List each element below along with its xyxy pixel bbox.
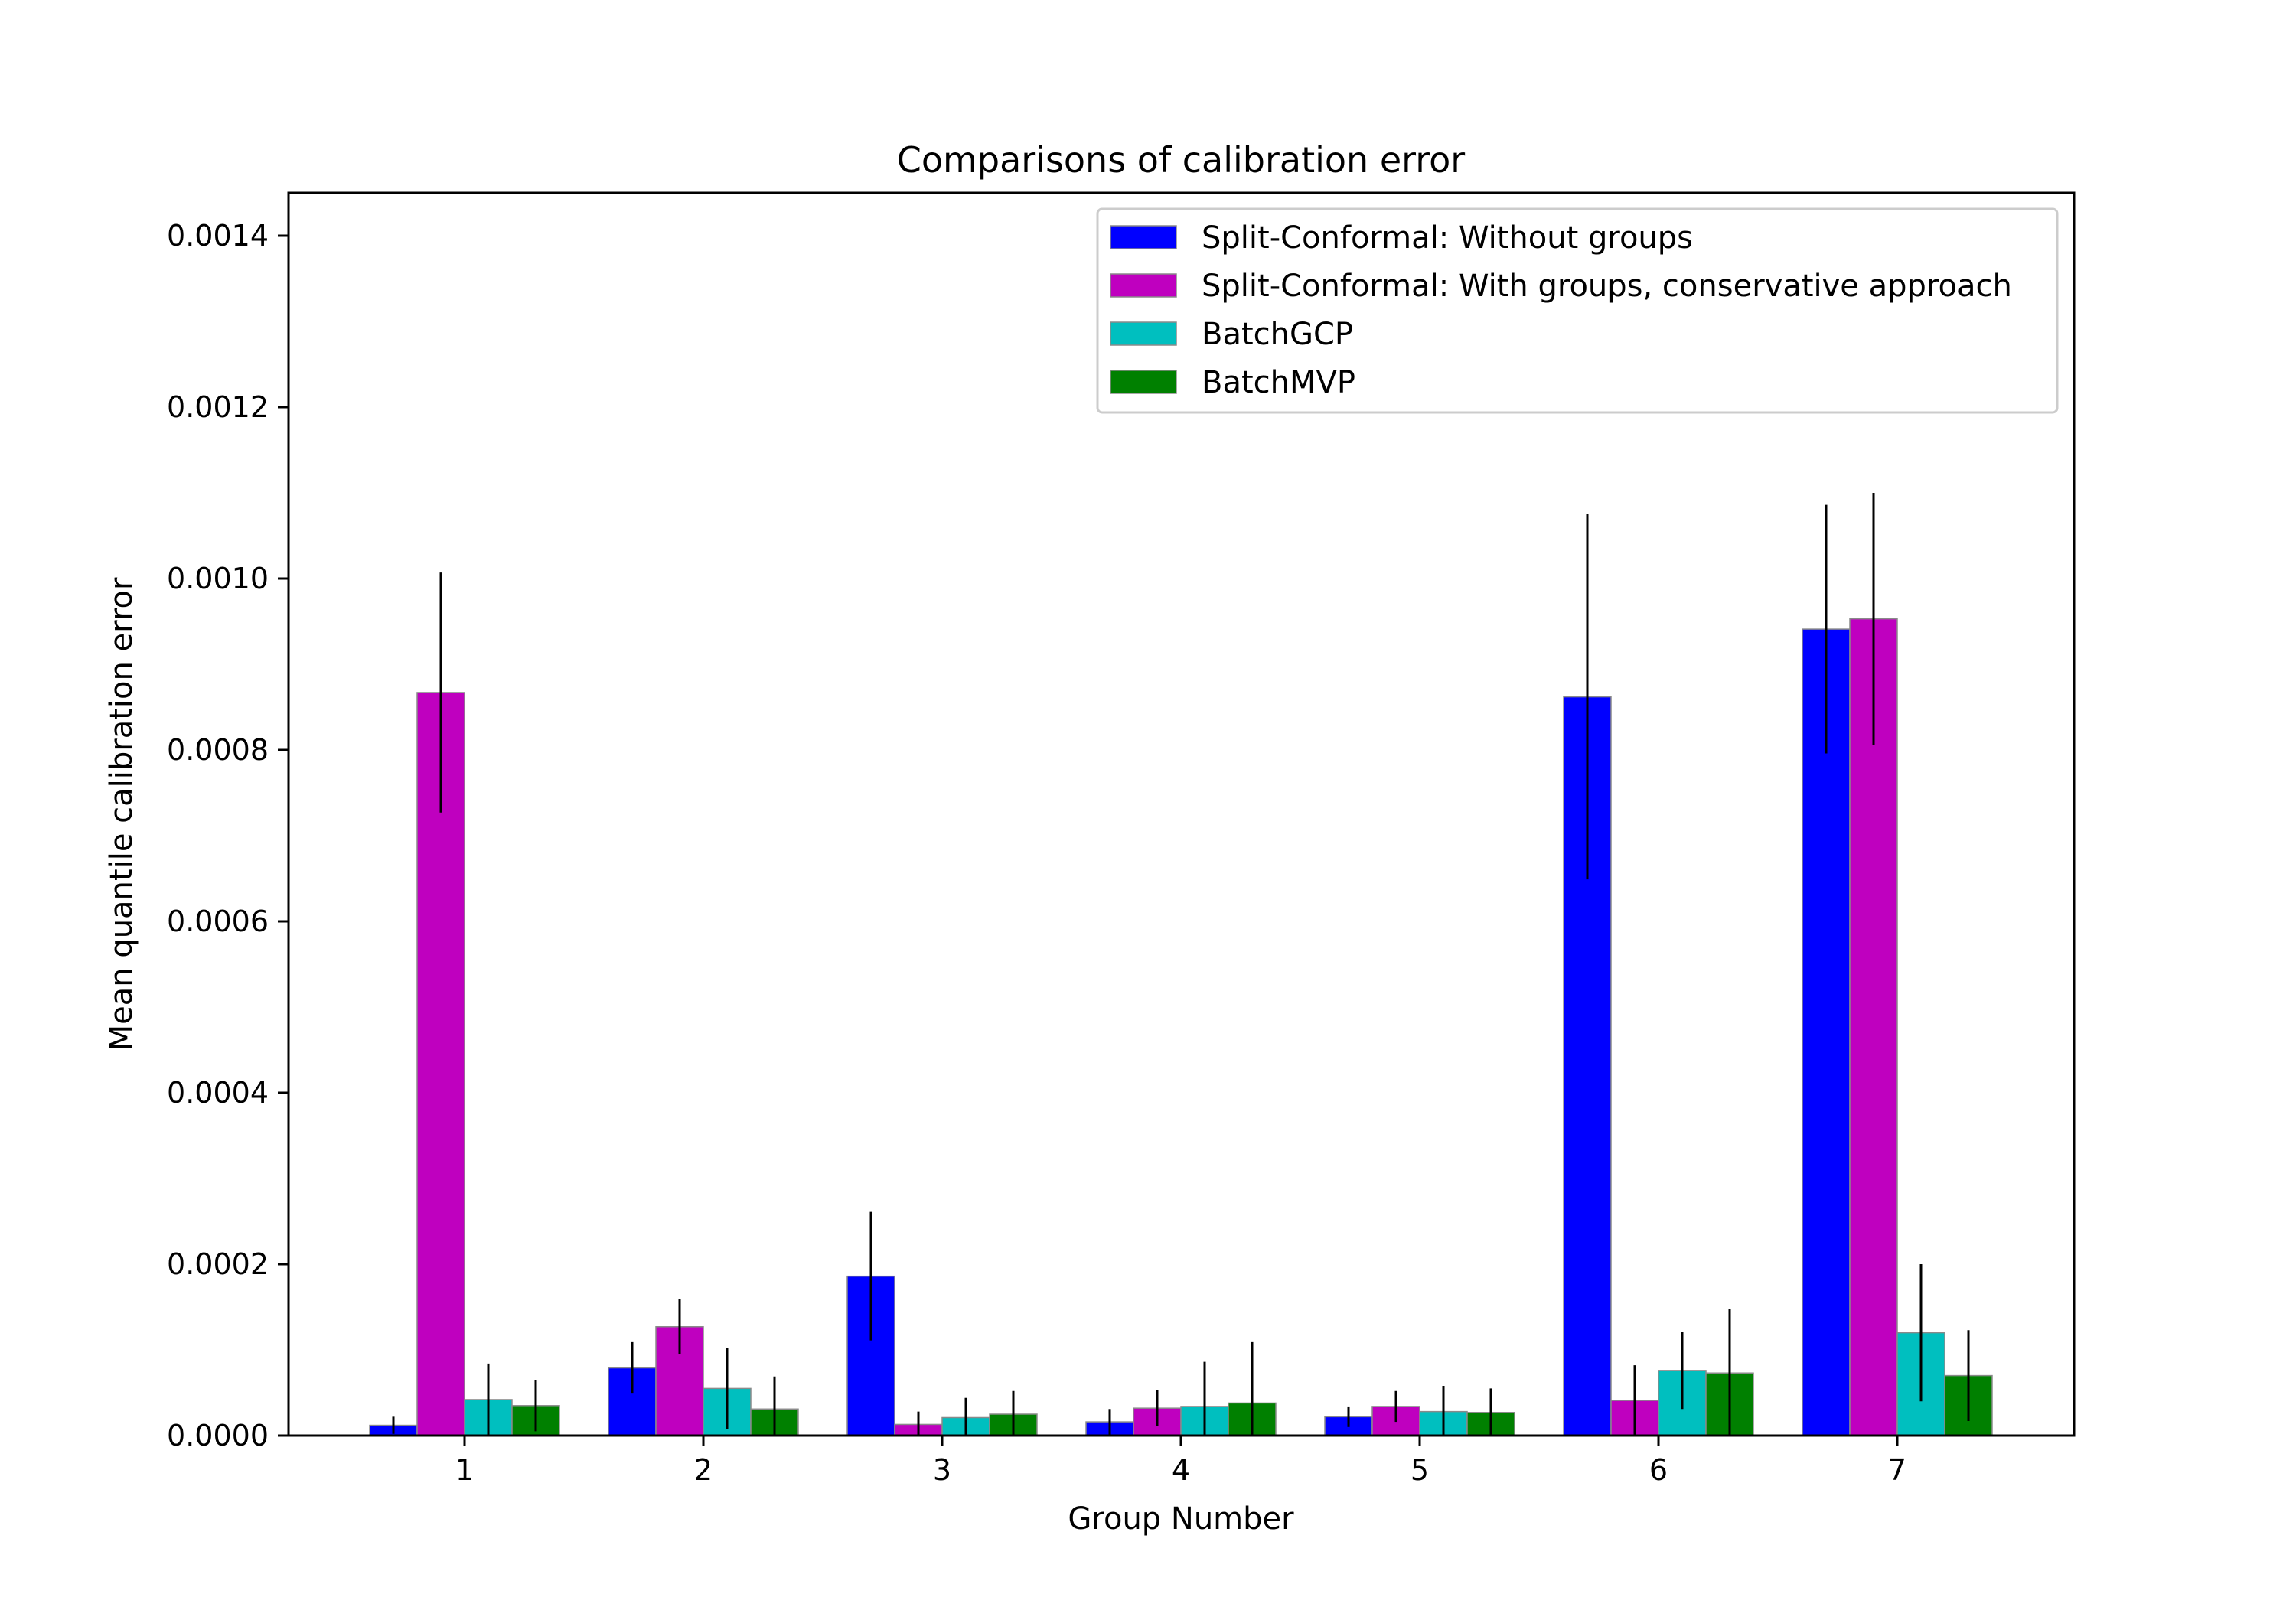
y-tick-label: 0.0002: [167, 1247, 269, 1281]
y-axis-label: Mean quantile calibration error: [104, 577, 139, 1051]
y-tick-label: 0.0006: [167, 905, 269, 938]
x-axis-label: Group Number: [1068, 1501, 1294, 1537]
legend-label-series-2: Split-Conformal: With groups, conservati…: [1202, 269, 2012, 304]
x-tick-label: 4: [1172, 1453, 1190, 1487]
x-tick-label: 7: [1888, 1453, 1906, 1487]
y-axis: 0.0000 0.0002 0.0004 0.0006 0.0008 0.0010 0.00…: [167, 219, 289, 1452]
error-bars-layer: [392, 493, 1970, 1436]
legend-label-series-3: BatchGCP: [1202, 317, 1353, 352]
y-tick-label: 0.0010: [167, 562, 269, 595]
bars-layer: [369, 618, 1993, 1436]
plot-frame: [287, 191, 2076, 1437]
legend-swatch-series-3: [1110, 321, 1177, 346]
legend-box: [1096, 207, 2059, 414]
x-tick-label: 3: [933, 1453, 951, 1487]
y-tick-label: 0.0012: [167, 390, 269, 424]
y-tick-label: 0.0004: [167, 1076, 269, 1110]
legend-label-series-1: Split-Conformal: Without groups: [1202, 220, 1693, 256]
bar-group-6-series-1: [1563, 696, 1612, 1436]
x-tick-label: 5: [1411, 1453, 1429, 1487]
legend-label-series-4: BatchMVP: [1202, 365, 1355, 400]
legend-swatch-series-4: [1110, 370, 1177, 394]
x-axis: 1 2 3 4 5 6 7: [455, 1436, 1906, 1487]
y-tick-label: 0.0000: [167, 1419, 269, 1452]
chart-title: Comparisons of calibration error: [897, 139, 1465, 181]
legend: Split-Conformal: Without groups Split-Con…: [1096, 207, 2059, 414]
x-tick-label: 6: [1649, 1453, 1668, 1487]
x-tick-label: 2: [694, 1453, 713, 1487]
bar-group-7-series-2: [1849, 618, 1898, 1436]
legend-swatch-series-1: [1110, 225, 1177, 249]
y-tick-label: 0.0008: [167, 733, 269, 767]
legend-swatch-series-2: [1110, 273, 1177, 298]
x-tick-label: 1: [455, 1453, 474, 1487]
bar-group-7-series-1: [1802, 628, 1851, 1436]
y-tick-label: 0.0014: [167, 219, 269, 253]
